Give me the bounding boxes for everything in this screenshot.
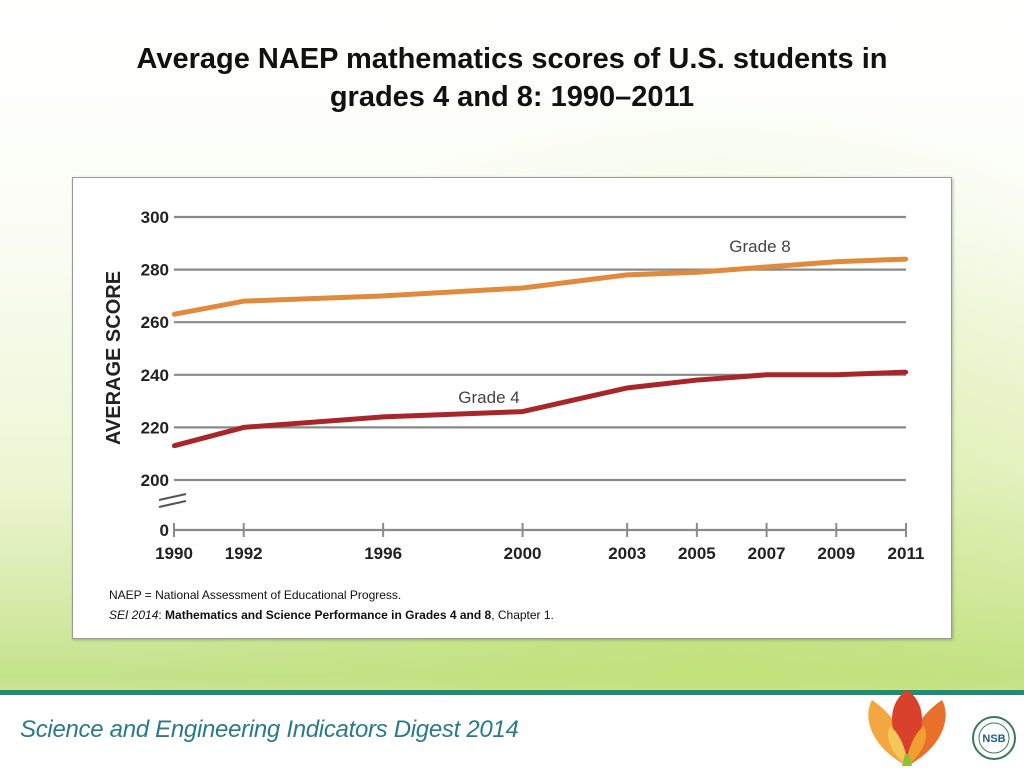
y-tick-label: 240 [141,366,169,385]
data-point [171,312,177,317]
slide-title: Average NAEP mathematics scores of U.S. … [40,40,984,116]
footer-band [0,690,1024,768]
data-point [520,285,525,291]
x-tick-label: 2000 [504,544,542,563]
data-point [624,272,630,278]
data-point [520,409,525,414]
series-line-grade-4 [173,369,907,449]
y-axis-title: AVERAGE SCORE [103,271,125,445]
flower-logo-icon [868,690,946,766]
data-point [903,369,909,375]
y-tick-label: 280 [141,261,169,280]
data-point [834,259,839,264]
data-point [171,443,177,449]
x-tick-label: 2007 [748,544,786,563]
data-point [694,270,700,275]
footer-title: Science and Engineering Indicators Diges… [20,716,519,743]
x-tick-label: 2009 [817,544,855,563]
source-note: SEI 2014: Mathematics and Science Perfor… [109,608,554,622]
y-tick-label: 200 [141,471,169,490]
x-tick-label: 1996 [364,544,402,563]
data-point [834,372,839,377]
title-line-2: grades 4 and 8: 1990–2011 [329,81,695,113]
y-tick-label: 0 [160,521,169,540]
series-label: Grade 4 [458,388,519,407]
title-line-1: Average NAEP mathematics scores of U.S. … [136,43,888,75]
line-chart: 0 200 220 240 260 280 300 1990 1992 1996 2000 2003 2… [103,208,925,563]
y-tick-label: 220 [141,418,169,437]
series-line-grade-8 [173,256,907,317]
chart-panel: 0 200 220 240 260 280 300 1990 1992 1996 2000 2003 2… [72,177,952,639]
x-tick-label: 2005 [678,544,716,563]
x-tick-label: 1992 [225,544,263,563]
footer-divider [0,690,1024,695]
data-point [624,385,630,391]
data-point [380,293,386,299]
data-point [764,264,769,270]
axis-break-mark [158,500,187,508]
data-point [380,414,386,420]
data-point [241,425,246,430]
x-tick-label: 2003 [608,544,646,563]
data-point [903,256,909,262]
series-label: Grade 8 [729,237,790,256]
axis-break-mark [158,493,187,501]
data-point [241,298,246,304]
y-tick-label: 300 [141,208,169,227]
y-tick-label: 260 [141,313,169,332]
source-prefix: SEI 2014 [109,608,159,622]
seal-text: NSB [982,733,1005,745]
source-separator: : [158,608,166,622]
data-point [764,372,769,377]
source-title: Mathematics and Science Performance in G… [165,608,492,622]
x-tick-label: 1990 [155,544,193,563]
source-suffix: , Chapter 1. [491,608,554,622]
data-point [694,377,700,383]
abbreviation-note: NAEP = National Assessment of Educationa… [109,588,402,602]
x-tick-label: 2011 [888,544,925,563]
nsb-seal-logo: NSB [972,716,1016,760]
